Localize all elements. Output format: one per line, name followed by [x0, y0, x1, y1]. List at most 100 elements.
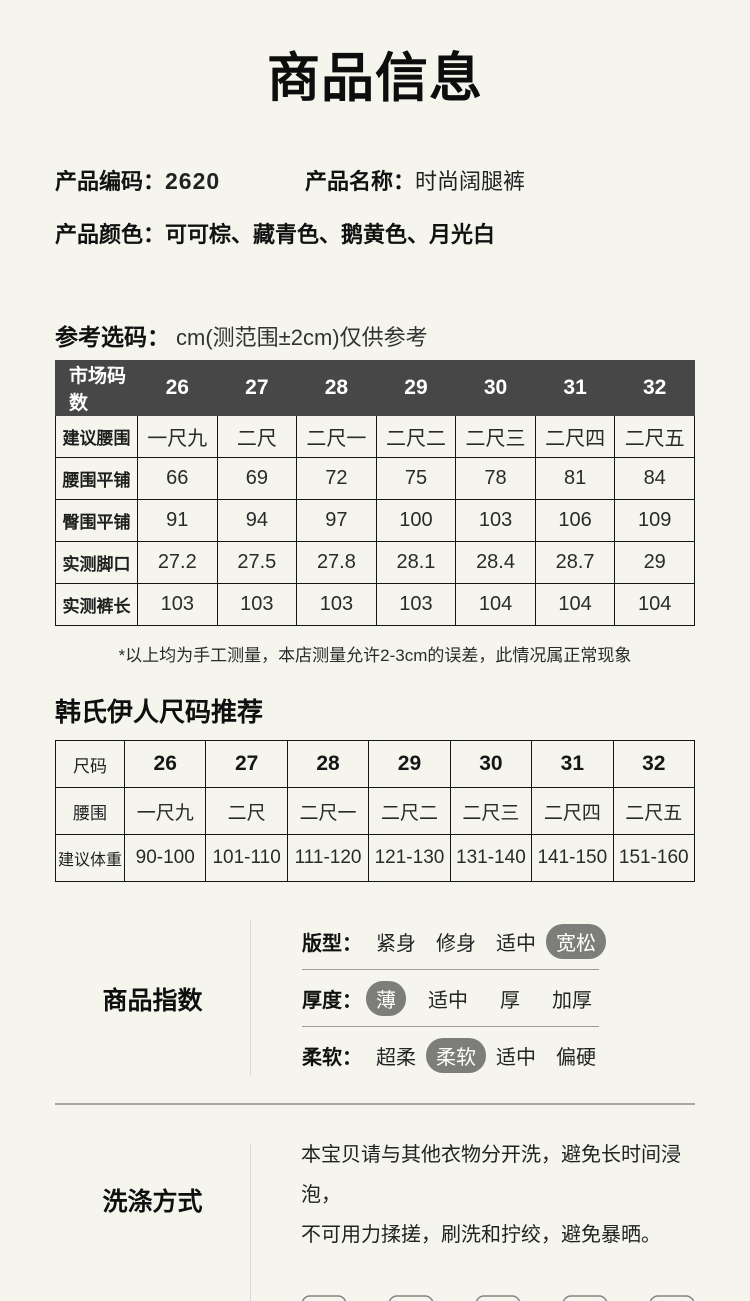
- table-cell: 91: [137, 499, 218, 543]
- table-cell: 141-150: [531, 834, 614, 883]
- size-reference-heading: 参考选码： cm(测范围±2cm)仅供参考: [55, 318, 695, 352]
- table-cell: 27: [216, 360, 298, 417]
- option-label: 修身: [436, 932, 476, 955]
- table-cell: 二尺三: [455, 415, 536, 459]
- page-title: 商品信息: [267, 49, 483, 108]
- table-cell: 二尺一: [296, 415, 377, 459]
- table-row: 建议腰围 一尺九 二尺 二尺一 二尺二 二尺三 二尺四 二尺五: [55, 415, 695, 459]
- index-options: 薄适中 厚 加厚: [366, 980, 602, 1016]
- table-cell: 二尺二: [368, 787, 451, 836]
- table-cell: 32: [614, 360, 695, 417]
- table-cell: 29: [614, 541, 695, 585]
- washing-title: 洗涤方式: [102, 1188, 203, 1217]
- product-index-section: 商品指数 版型： 紧身 修身 适中 宽松 厚度：薄适中厚加厚 柔软： 超柔 柔软 适中 偏硬: [55, 913, 695, 1084]
- size-table-header: 市场码数 26 27 28 29 30 31 32: [55, 360, 695, 417]
- table-cell: 二尺一: [286, 787, 370, 836]
- option-label: 适中: [496, 932, 536, 955]
- table-cell: 31: [534, 360, 616, 417]
- table-cell: 实测裤长: [55, 583, 138, 627]
- table-cell: 二尺五: [614, 415, 695, 459]
- selected-option-pill: 宽松: [546, 923, 606, 959]
- table-cell: 二尺: [216, 415, 298, 459]
- table-cell: 腰围: [55, 787, 125, 836]
- table-cell: 建议体重: [55, 834, 125, 883]
- table-cell: 尺码: [55, 740, 125, 789]
- recommendation-table-body: 尺码 26 27 28 29 30 31 32 腰围 一尺九 二尺 二尺一 二尺二 二尺三 二尺四 二尺五 建议…: [55, 740, 696, 883]
- table-cell: 二尺: [205, 787, 288, 836]
- table-row: 腰围 一尺九 二尺 二尺一 二尺二 二尺三 二尺四 二尺五: [55, 787, 696, 836]
- table-cell: 32: [612, 740, 696, 789]
- product-index-row: 版型： 紧身 修身 适中 宽松: [302, 913, 606, 969]
- row-divider: [302, 969, 599, 971]
- product-index-title: 商品指数: [102, 986, 203, 1015]
- table-cell: 100: [375, 499, 457, 543]
- table-cell: 90-100: [123, 834, 207, 883]
- table-cell: 26: [137, 360, 218, 417]
- option-label: 适中: [428, 989, 468, 1012]
- table-cell: 27.2: [137, 541, 218, 585]
- table-cell: 69: [216, 457, 298, 501]
- table-cell: 103: [296, 583, 377, 627]
- selected-option-pill: 薄: [366, 980, 406, 1016]
- size-table-body: 建议腰围 一尺九 二尺 二尺一 二尺二 二尺三 二尺四 二尺五 腰围平铺 66 69 72 75 78 81…: [55, 415, 695, 627]
- option-label: 加厚: [552, 989, 592, 1012]
- table-cell: 103: [455, 499, 536, 543]
- dry-in-shade-icon: [649, 1295, 695, 1301]
- table-cell: 实测脚口: [55, 541, 138, 585]
- table-cell: 市场码数: [55, 360, 138, 417]
- table-cell: 27.8: [296, 541, 377, 585]
- table-cell: 一尺九: [123, 787, 207, 836]
- table-cell: 104: [614, 583, 695, 627]
- index-options: 超柔 柔软 适中 偏硬: [366, 1037, 606, 1073]
- row-divider: [302, 1026, 599, 1028]
- table-cell: 27: [205, 740, 288, 789]
- section-divider: [55, 1103, 695, 1106]
- table-cell: 106: [534, 499, 616, 543]
- table-row: 腰围平铺 66 69 72 75 78 81 84: [55, 457, 695, 501]
- recommendation-title: 韩氏伊人尺码推荐: [55, 697, 264, 728]
- option-label: 超柔: [376, 1046, 416, 1069]
- table-cell: 二尺三: [449, 787, 533, 836]
- table-cell: 二尺五: [612, 787, 696, 836]
- table-cell: 75: [375, 457, 457, 501]
- washing-line: 不可用力揉搓，刷洗和拧绞，避免暴晒。: [301, 1224, 661, 1247]
- table-cell: 81: [534, 457, 616, 501]
- table-cell: 72: [296, 457, 377, 501]
- table-row: 建议体重 90-100 101-110 111-120 121-130 131-140 14…: [55, 834, 696, 883]
- table-cell: 78: [455, 457, 536, 501]
- table-cell: 腰围平铺: [55, 457, 138, 501]
- size-table: 市场码数 26 27 28 29 30 31 32 建议腰围 一尺九 二尺 二尺一 二尺二 二尺三 二尺四…: [55, 360, 695, 627]
- table-cell: 94: [216, 499, 298, 543]
- table-row: 市场码数 26 27 28 29 30 31 32: [55, 360, 695, 417]
- table-row: 实测脚口 27.2 27.5 27.8 28.1 28.4 28.7 29: [55, 541, 695, 585]
- table-cell: 28: [286, 740, 370, 789]
- washing-instructions: 本宝贝请与其他衣物分开洗，避免长时间浸泡， 不可用力揉搓，刷洗和拧绞，避免暴晒。: [301, 1135, 695, 1255]
- index-options: 紧身 修身 适中 宽松: [366, 923, 606, 959]
- table-cell: 二尺二: [375, 415, 457, 459]
- table-cell: 103: [137, 583, 218, 627]
- table-cell: 101-110: [205, 834, 288, 883]
- table-cell: 97: [296, 499, 377, 543]
- vertical-divider: [250, 1143, 251, 1301]
- table-cell: 二尺四: [534, 415, 616, 459]
- table-row: 实测裤长 103 103 103 103 104 104 104: [55, 583, 695, 627]
- product-index-title-col: 商品指数: [55, 913, 250, 1084]
- table-cell: 28.7: [534, 541, 616, 585]
- iron-icon: [562, 1295, 608, 1301]
- selected-option-pill: 柔软: [426, 1037, 486, 1073]
- option-label: 偏硬: [556, 1046, 596, 1069]
- product-code: 产品编码：2620: [55, 164, 305, 196]
- measurement-note: *以上均为手工测量，本店测量允许2-3cm的误差，此情况属正常现象: [118, 646, 632, 666]
- recommendation-table: 尺码 26 27 28 29 30 31 32 腰围 一尺九 二尺 二尺一 二尺二 二尺三 二尺四 二尺五 建议…: [55, 740, 696, 883]
- table-cell: 27.5: [216, 541, 298, 585]
- option-label: 适中: [496, 1046, 536, 1069]
- table-cell: 111-120: [286, 834, 370, 883]
- table-cell: 26: [123, 740, 207, 789]
- product-code-value: 2620: [165, 168, 221, 195]
- washing-section: 洗涤方式 本宝贝请与其他衣物分开洗，避免长时间浸泡， 不可用力揉搓，刷洗和拧绞，…: [55, 1105, 695, 1301]
- table-cell: 103: [375, 583, 457, 627]
- option-label: 厚: [500, 989, 520, 1012]
- product-name: 产品名称：时尚阔腿裤: [305, 164, 525, 196]
- product-colors-label: 产品颜色：: [55, 222, 166, 248]
